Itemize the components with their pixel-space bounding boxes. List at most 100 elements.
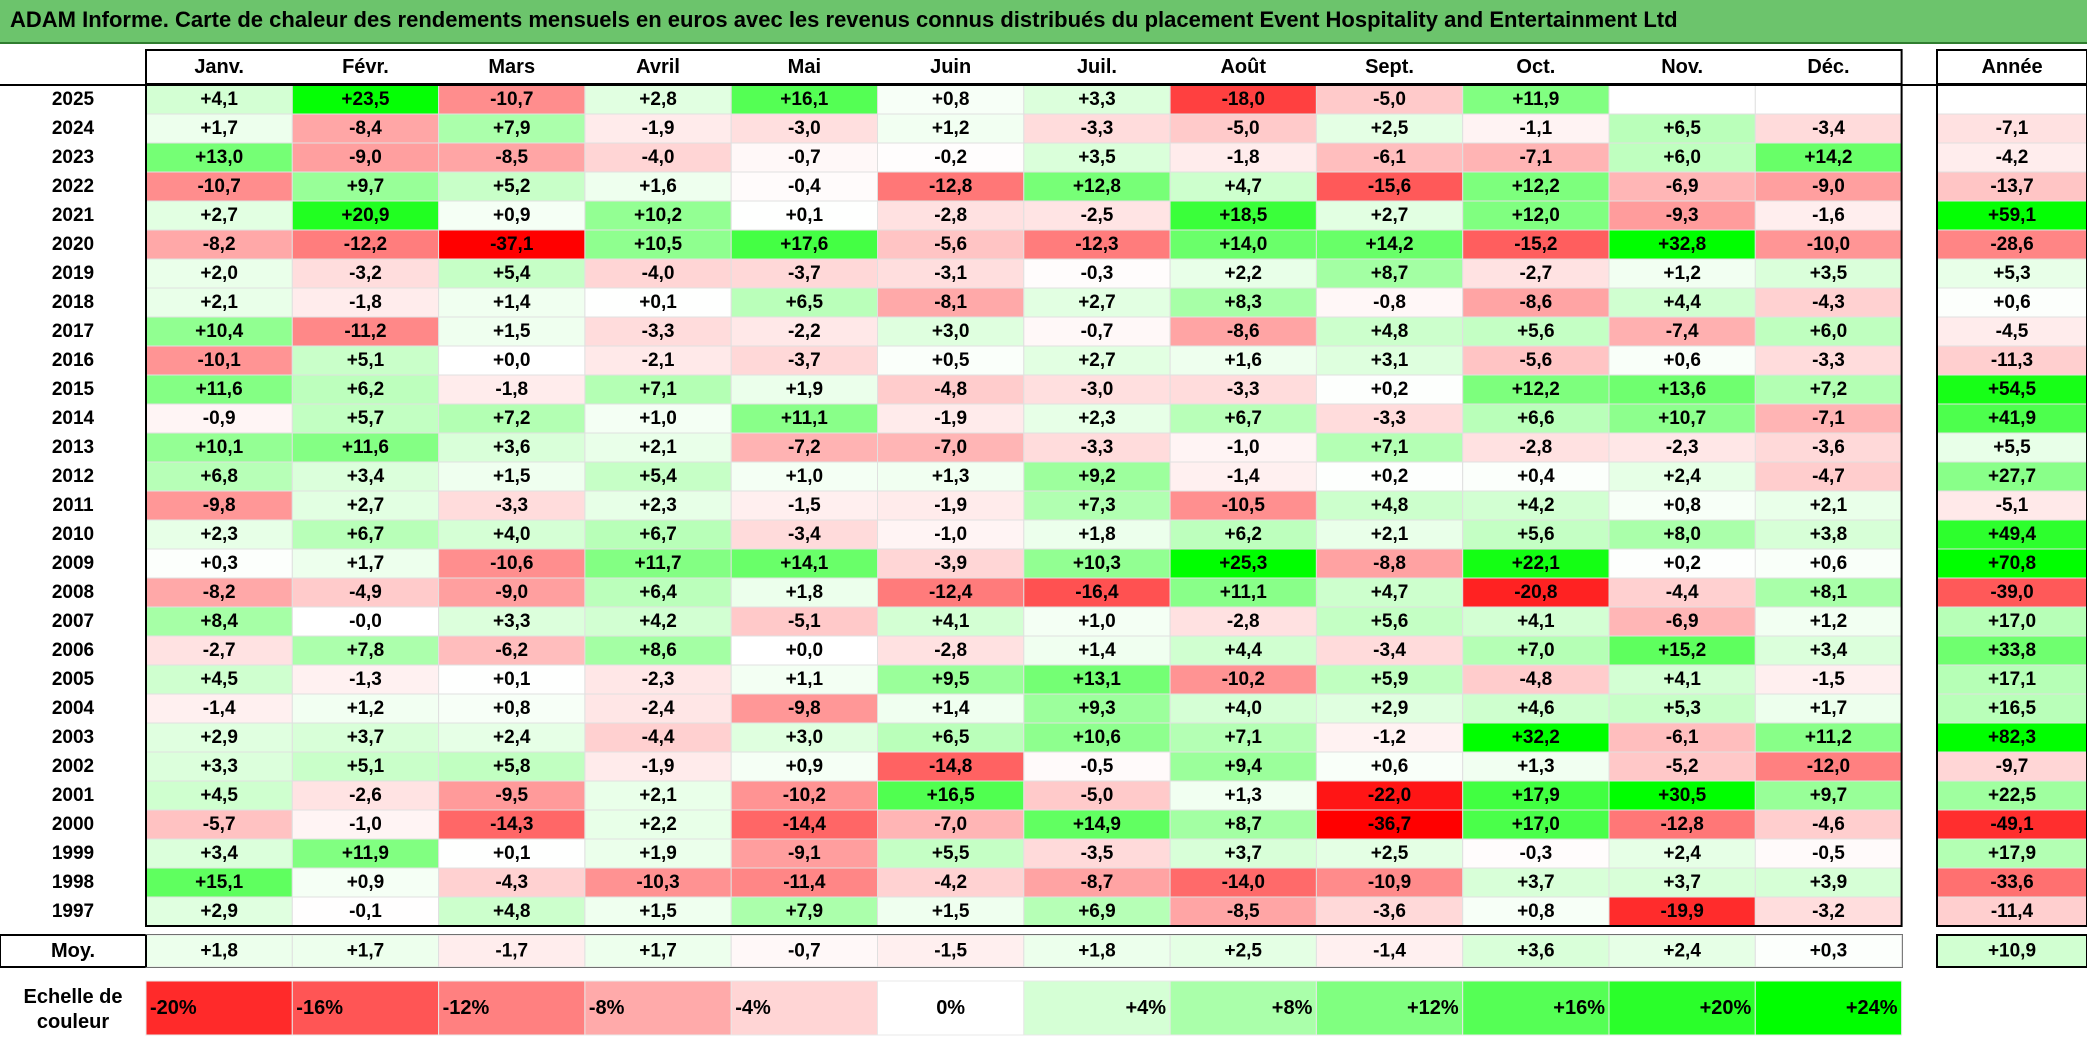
annual-value: -7,1 (1996, 118, 2029, 139)
scale-swatch (291, 980, 440, 1036)
cell-value: +0,0 (786, 640, 824, 661)
average-value: +0,3 (1810, 941, 1848, 962)
cell-value: -2,3 (642, 669, 675, 690)
cell-value: +1,6 (1224, 350, 1262, 371)
cell-value: +8,1 (1810, 582, 1848, 603)
heatmap-cell (291, 113, 440, 144)
heatmap-cell (145, 258, 293, 289)
heatmap-cell (1315, 374, 1464, 405)
cell-value: +5,6 (1371, 611, 1409, 632)
average-value: +2,4 (1663, 941, 1701, 962)
cell-value: -5,6 (1519, 350, 1552, 371)
cell-value: -9,1 (788, 843, 821, 864)
cell-value: -2,1 (642, 350, 675, 371)
heatmap-cell (730, 200, 879, 231)
month-header-2: Févr. (342, 56, 389, 78)
cell-value: -10,5 (1222, 495, 1266, 516)
cell-value: +3,7 (1517, 872, 1555, 893)
cell-value: +7,1 (639, 379, 677, 400)
year-label: 2018 (52, 292, 94, 313)
month-header-11: Nov. (1661, 56, 1703, 78)
heatmap-cell (1608, 867, 1756, 898)
cell-value: +1,4 (1078, 640, 1116, 661)
cell-value: +17,9 (1512, 785, 1560, 806)
heatmap-cell (291, 461, 440, 492)
cell-value: +1,7 (1810, 698, 1848, 719)
cell-value: -2,3 (1666, 437, 1699, 458)
cell-value: -10,2 (783, 785, 826, 806)
heatmap-cell (291, 287, 440, 318)
cell-value: +9,3 (1078, 698, 1116, 719)
cell-value: +7,2 (1810, 379, 1848, 400)
heatmap-cell (1462, 809, 1610, 840)
cell-value: -3,2 (1812, 901, 1845, 922)
heatmap-cell (145, 809, 293, 840)
heatmap-cell (730, 287, 879, 318)
heatmap-cell (877, 664, 1025, 695)
heatmap-cell (877, 490, 1025, 521)
cell-value: +32,8 (1658, 234, 1706, 255)
heatmap-cell (438, 548, 586, 579)
cell-value: +0,1 (786, 205, 824, 226)
annual-value: -11,4 (1991, 901, 2034, 922)
cell-value: +25,3 (1219, 553, 1267, 574)
cell-value: -3,4 (788, 524, 821, 545)
month-header-12: Déc. (1807, 56, 1849, 78)
heatmap-cell (584, 635, 732, 666)
cell-value: -36,7 (1368, 814, 1411, 835)
heatmap-cell (877, 316, 1025, 347)
annual-value: +5,5 (1993, 437, 2031, 458)
heatmap-cell (1754, 664, 1903, 695)
cell-value: -8,5 (1227, 901, 1260, 922)
cell-value: -10,9 (1368, 872, 1411, 893)
cell-value: +10,2 (634, 205, 682, 226)
cell-value: +2,1 (1810, 495, 1848, 516)
heatmap-cell (584, 490, 732, 521)
heatmap-cell (877, 606, 1025, 637)
cell-value: +14,0 (1219, 234, 1267, 255)
annual-value: +16,5 (1988, 698, 2037, 719)
month-header-1: Janv. (194, 56, 244, 78)
heatmap-cell (1023, 780, 1171, 811)
heatmap-cell (730, 693, 879, 724)
cell-value: +6,5 (1663, 118, 1701, 139)
heatmap-cell (730, 229, 879, 260)
cell-value: +2,9 (200, 901, 238, 922)
heatmap-cell (1023, 722, 1171, 753)
heatmap-cell (584, 316, 732, 347)
cell-value: +2,3 (200, 524, 238, 545)
heatmap-cell (1169, 809, 1317, 840)
cell-value: +11,6 (342, 437, 389, 458)
heatmap-cell (584, 838, 732, 869)
cell-value: -0,9 (203, 408, 236, 429)
heatmap-cell (1315, 84, 1464, 115)
heatmap-cell (584, 722, 732, 753)
cell-value: -0,7 (788, 147, 821, 168)
year-label: 2023 (52, 147, 94, 168)
cell-value: -10,6 (490, 553, 533, 574)
heatmap-cell (438, 838, 586, 869)
annual-cell (1936, 316, 2087, 347)
heatmap-cell (1315, 664, 1464, 695)
heatmap-cell (145, 577, 293, 608)
month-header-7: Juil. (1077, 56, 1117, 78)
cell-value: -4,0 (642, 263, 675, 284)
cell-value: -0,5 (1812, 843, 1845, 864)
cell-value: +3,7 (1663, 872, 1701, 893)
cell-value: +2,5 (1371, 118, 1409, 139)
heatmap-cell (291, 896, 440, 927)
heatmap-cell (145, 635, 293, 666)
month-header-10: Oct. (1516, 56, 1555, 78)
heatmap-cell (1608, 635, 1756, 666)
cell-value: -1,3 (349, 669, 382, 690)
cell-value: +5,3 (1663, 698, 1701, 719)
heatmap-cell (1754, 113, 1903, 144)
cell-value: +6,0 (1810, 321, 1848, 342)
cell-value: +1,3 (1224, 785, 1262, 806)
annual-cell (1936, 490, 2087, 521)
cell-value: -1,9 (642, 756, 675, 777)
heatmap-cell (291, 577, 440, 608)
cell-value: -10,0 (1807, 234, 1850, 255)
cell-value: +5,6 (1517, 321, 1555, 342)
year-label: 2005 (52, 669, 95, 690)
